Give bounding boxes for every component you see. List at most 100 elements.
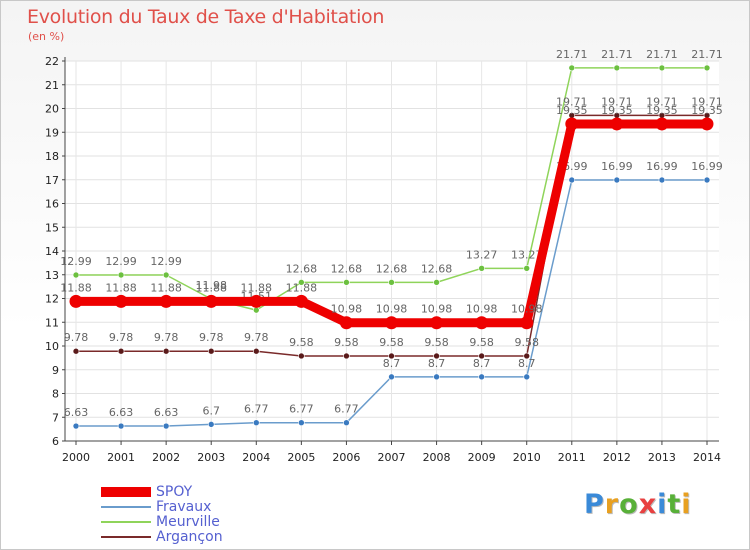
data-label: 19.71 [691, 95, 723, 108]
data-point [478, 265, 485, 272]
x-tick-label: 2000 [62, 451, 90, 464]
data-point [523, 373, 531, 381]
legend-swatch [101, 506, 151, 508]
data-label: 12.99 [60, 255, 92, 268]
data-label: 19.71 [646, 95, 678, 108]
y-tick-label: 13 [45, 269, 59, 282]
data-label: 6.77 [244, 403, 269, 416]
y-tick-label: 17 [45, 174, 59, 187]
data-point [475, 316, 489, 330]
data-point [298, 419, 305, 427]
x-tick-label: 2007 [378, 451, 406, 464]
data-label: 8.7 [518, 357, 536, 370]
x-tick-label: 2006 [332, 451, 360, 464]
legend-swatch [101, 521, 151, 523]
data-point [69, 294, 83, 308]
data-label: 12.99 [105, 255, 137, 268]
data-point [388, 352, 395, 360]
data-point [343, 279, 350, 286]
y-tick-label: 7 [52, 411, 59, 424]
y-tick-label: 9 [52, 364, 59, 377]
data-point [658, 176, 666, 184]
data-label: 11.88 [286, 281, 318, 294]
legend-swatch [101, 487, 151, 497]
legend-label: Argançon [156, 529, 223, 545]
logo-letter: x [638, 489, 658, 520]
data-point [613, 64, 621, 72]
data-point [388, 373, 395, 381]
data-point [72, 347, 80, 355]
x-tick-label: 2011 [558, 451, 586, 464]
data-label: 21.71 [646, 48, 678, 61]
data-label: 12.99 [150, 255, 182, 268]
data-label: 10.98 [466, 303, 498, 316]
data-point [298, 279, 305, 286]
data-label: 6.63 [109, 406, 134, 419]
data-label: 11.88 [195, 281, 227, 294]
y-tick-label: 20 [45, 103, 59, 116]
data-label: 11.98 [195, 279, 227, 292]
y-tick-label: 11 [45, 316, 59, 329]
data-point [298, 352, 305, 360]
data-point [162, 347, 170, 355]
data-label: 9.58 [514, 336, 539, 349]
data-label: 12.68 [331, 262, 363, 275]
data-point [388, 279, 395, 286]
data-point [117, 422, 125, 430]
data-point [700, 117, 714, 131]
data-label: 6.63 [154, 406, 179, 419]
data-label: 8.7 [428, 357, 446, 370]
y-tick-label: 8 [52, 388, 59, 401]
y-tick-label: 19 [45, 126, 59, 139]
data-label: 9.58 [469, 336, 494, 349]
data-label: 9.58 [334, 336, 359, 349]
data-point [343, 419, 350, 427]
data-point [523, 265, 531, 272]
data-label: 19.35 [646, 104, 678, 117]
x-tick-label: 2009 [468, 451, 496, 464]
data-label: 9.58 [424, 336, 449, 349]
data-label: 13.27 [466, 248, 498, 261]
logo-letter: r [604, 489, 620, 520]
data-point [613, 176, 621, 184]
x-tick-label: 2014 [693, 451, 721, 464]
data-label: 10.98 [376, 303, 408, 316]
data-point [655, 117, 669, 131]
data-point [703, 64, 711, 72]
logo-letter: i [681, 489, 692, 520]
data-label: 12.68 [421, 262, 453, 275]
data-label: 11.88 [60, 281, 92, 294]
x-tick-label: 2004 [242, 451, 270, 464]
data-point [294, 294, 308, 308]
legend-label: SPOY [156, 484, 193, 500]
data-point [433, 279, 440, 286]
y-tick-label: 16 [45, 198, 59, 211]
y-tick-label: 12 [45, 293, 59, 306]
data-point [207, 347, 215, 355]
data-label: 10.98 [421, 303, 453, 316]
data-label: 19.35 [556, 104, 588, 117]
logo-letter: i [657, 489, 668, 520]
data-point [252, 419, 260, 427]
data-point [114, 294, 128, 308]
data-label: 19.35 [691, 104, 723, 117]
x-tick-label: 2012 [603, 451, 631, 464]
logo-letter: P [584, 489, 605, 520]
data-point [568, 64, 576, 72]
data-label: 9.78 [199, 331, 224, 344]
data-point [703, 176, 711, 184]
data-label: 13.27 [511, 248, 543, 261]
y-tick-label: 14 [45, 245, 59, 258]
data-point [249, 294, 263, 308]
data-point [478, 352, 485, 360]
data-point [433, 352, 440, 360]
data-point [568, 176, 576, 184]
data-label: 19.71 [556, 95, 588, 108]
x-tick-label: 2002 [152, 451, 180, 464]
data-point [523, 352, 531, 360]
data-point [117, 271, 125, 279]
y-tick-label: 6 [52, 435, 59, 448]
legend-label: Meurville [156, 514, 220, 530]
data-label: 11.88 [105, 281, 137, 294]
data-point [430, 316, 444, 330]
